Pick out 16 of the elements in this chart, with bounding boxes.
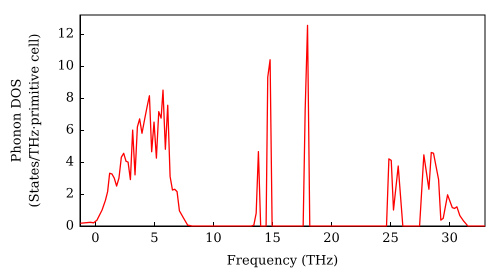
- x-tick-label: 5: [150, 231, 159, 246]
- x-tick-label: 20: [323, 231, 340, 246]
- x-tick-label: 30: [441, 231, 458, 246]
- y-tick-label: 6: [66, 122, 74, 138]
- x-axis-title: Frequency (THz): [226, 254, 338, 268]
- y-tick-label: 8: [66, 90, 74, 106]
- x-tick-label: 25: [382, 231, 399, 246]
- y-tick-label: 0: [66, 218, 74, 234]
- x-tick-label: 15: [264, 231, 281, 246]
- y-tick-label: 2: [66, 186, 74, 202]
- y-tick-label: 4: [66, 154, 74, 170]
- x-tick-label: 0: [91, 231, 100, 246]
- y-axis-title: Phonon DOS (States/THz·primitive cell): [10, 33, 42, 208]
- x-tick-label: 10: [205, 231, 222, 246]
- y-tick-label: 10: [57, 58, 74, 74]
- y-tick-label: 12: [57, 26, 74, 42]
